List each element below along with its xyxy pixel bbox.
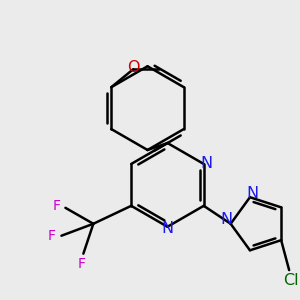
Text: N: N [201,157,213,172]
Text: F: F [52,199,61,213]
Text: Cl: Cl [283,273,299,288]
Text: N: N [246,186,258,201]
Text: N: N [161,221,173,236]
Text: F: F [77,256,86,271]
Text: F: F [47,229,56,243]
Text: O: O [127,60,140,75]
Text: N: N [220,212,233,227]
